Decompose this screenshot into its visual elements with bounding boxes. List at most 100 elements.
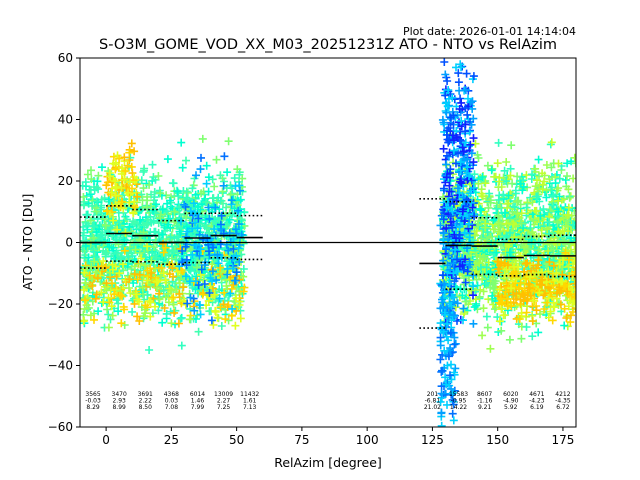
scatter-point — [567, 157, 576, 166]
scatter-point — [228, 304, 237, 313]
scatter-point — [196, 301, 204, 309]
scatter-point — [160, 304, 169, 312]
scatter-point — [563, 210, 572, 219]
scatter-point — [139, 184, 148, 193]
scatter-point — [216, 303, 225, 312]
scatter-point — [179, 283, 188, 292]
scatter-point — [207, 265, 216, 274]
scatter-point — [235, 258, 244, 266]
scatter-point — [469, 72, 478, 81]
scatter-point — [93, 274, 102, 283]
scatter-point — [89, 247, 98, 256]
scatter-point — [461, 255, 470, 264]
scatter-point — [182, 261, 191, 270]
scatter-point — [173, 187, 182, 196]
scatter-point — [101, 221, 110, 230]
scatter-point — [207, 316, 216, 325]
scatter-point — [159, 269, 168, 278]
scatter-point — [181, 242, 190, 251]
scatter-point — [140, 295, 149, 304]
scatter-point — [234, 244, 243, 253]
scatter-point — [555, 174, 564, 183]
scatter-point — [494, 138, 503, 147]
scatter-point — [522, 323, 531, 331]
scatter-point — [469, 271, 478, 280]
scatter-point — [564, 203, 573, 212]
scatter-point — [497, 305, 506, 314]
scatter-point — [181, 272, 190, 281]
scatter-point — [549, 281, 558, 290]
scatter-point — [156, 213, 165, 222]
scatter-point — [143, 192, 151, 201]
scatter-point — [117, 253, 126, 262]
bin-std-label: 8.99 — [112, 404, 126, 411]
scatter-point — [500, 166, 509, 175]
scatter-point — [92, 290, 101, 299]
scatter-point — [538, 257, 547, 266]
scatter-point — [128, 307, 137, 316]
scatter-point — [105, 172, 114, 181]
scatter-point — [228, 264, 237, 273]
scatter-point — [220, 152, 229, 161]
scatter-point — [125, 156, 134, 165]
scatter-point — [104, 323, 113, 332]
scatter-point — [562, 314, 571, 322]
scatter-point — [223, 168, 232, 177]
bin-std-label: 5.92 — [504, 404, 518, 411]
scatter-point — [125, 222, 134, 231]
scatter-point — [446, 439, 454, 447]
scatter-point — [90, 257, 99, 266]
scatter-point — [466, 189, 475, 198]
scatter-point — [552, 269, 561, 278]
scatter-point — [504, 242, 513, 251]
scatter-point — [484, 203, 493, 212]
scatter-point — [570, 256, 576, 265]
scatter-point — [462, 69, 471, 78]
scatter-point — [454, 69, 463, 78]
scatter-point — [502, 158, 511, 166]
scatter-point — [571, 267, 576, 276]
chart-title: S-O3M_GOME_VOD_XX_M03_20251231Z ATO - NT… — [99, 37, 557, 53]
scatter-point — [82, 210, 91, 219]
scatter-point — [460, 228, 469, 237]
scatter-point — [116, 252, 125, 261]
scatter-point — [559, 214, 568, 223]
scatter-point — [479, 287, 488, 296]
bin-std-label: 7.25 — [217, 404, 231, 411]
scatter-point — [91, 252, 100, 261]
bin-std-label: 14.22 — [450, 404, 467, 411]
scatter-point — [149, 206, 157, 215]
scatter-point — [494, 265, 503, 274]
scatter-point — [109, 243, 118, 252]
scatter-point — [196, 205, 205, 214]
scatter-point — [470, 303, 479, 312]
scatter-point — [159, 286, 168, 295]
scatter-point — [176, 314, 185, 323]
scatter-point — [443, 151, 451, 160]
scatter-point — [442, 203, 451, 212]
x-axis: 0 25 50 75 100 125 150 175 — [102, 427, 574, 447]
scatter-point — [453, 267, 462, 276]
scatter-point — [115, 269, 124, 278]
scatter-point — [516, 179, 525, 188]
scatter-point — [460, 274, 469, 283]
scatter-point — [93, 177, 102, 186]
scatter-point — [461, 278, 470, 287]
scatter-point — [130, 299, 139, 308]
scatter-point — [555, 260, 564, 269]
scatter-point — [564, 255, 573, 264]
scatter-point — [104, 230, 113, 239]
scatter-point — [224, 137, 233, 146]
scatter-point — [461, 127, 470, 136]
scatter-point — [544, 218, 553, 227]
scatter-point — [482, 312, 491, 321]
scatter-point — [469, 291, 477, 300]
scatter-point — [127, 162, 136, 171]
scatter-point — [232, 197, 240, 206]
scatter-point — [223, 270, 232, 279]
scatter-point — [482, 263, 491, 272]
scatter-point — [87, 166, 95, 175]
scatter-point — [456, 94, 465, 103]
scatter-point — [461, 104, 470, 113]
scatter-point — [448, 223, 457, 232]
